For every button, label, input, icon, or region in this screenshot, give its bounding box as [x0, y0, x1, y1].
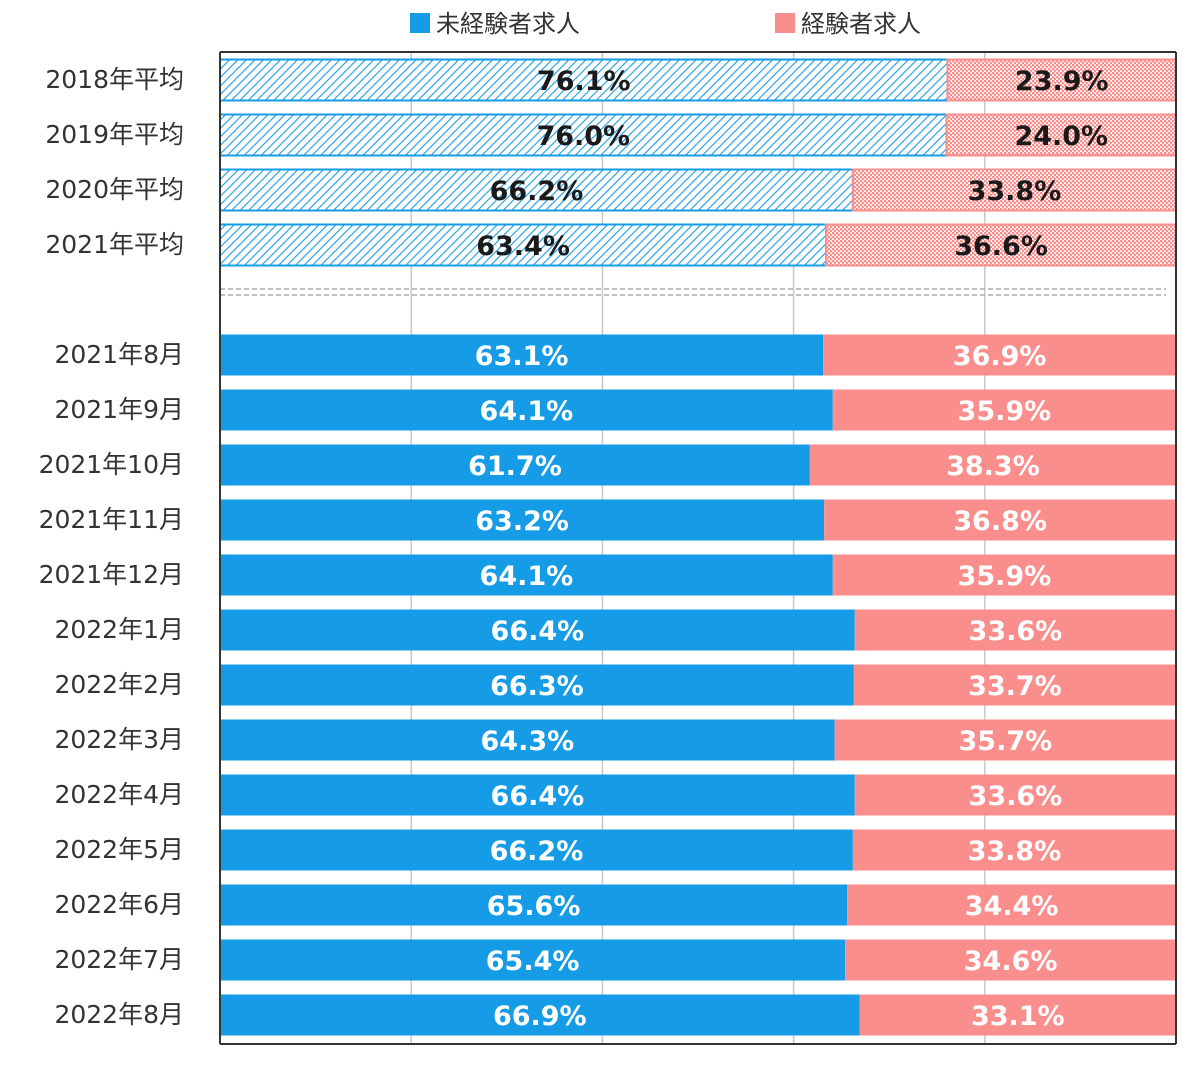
- bar-unexperienced: [220, 719, 835, 761]
- data-label: 36.6%: [954, 231, 1048, 262]
- category-label: 2022年1月: [54, 615, 184, 644]
- bars: 76.1% 23.9% 76.0% 24.0% 66.2% 33.8% 63.4% 36.6%…: [219, 58, 1177, 1036]
- data-label: 36.8%: [953, 506, 1047, 537]
- bar-unexperienced: [220, 939, 846, 981]
- bar-experienced: [847, 884, 1176, 926]
- legend-label-0: 未経験者求人: [436, 10, 580, 38]
- bar-experienced: [852, 829, 1176, 871]
- legend: 未経験者求人 経験者求人: [410, 10, 921, 38]
- data-label: 76.0%: [536, 121, 630, 152]
- category-label: 2021年8月: [54, 340, 184, 369]
- data-label: 65.6%: [487, 891, 581, 922]
- bar-experienced: [823, 334, 1176, 376]
- bar-experienced: [825, 223, 1177, 267]
- category-label: 2021年平均: [45, 230, 184, 259]
- bar-experienced: [834, 719, 1176, 761]
- data-label: 33.6%: [969, 616, 1063, 647]
- data-label: 64.1%: [480, 396, 574, 427]
- axes: [219, 51, 1177, 1045]
- data-label: 24.0%: [1014, 121, 1108, 152]
- data-label: 63.1%: [475, 341, 569, 372]
- bar-experienced: [854, 774, 1176, 816]
- bar-unexperienced: [220, 664, 854, 706]
- bar-unexperienced: [220, 884, 848, 926]
- data-label: 64.3%: [481, 726, 575, 757]
- category-label: 2021年12月: [39, 560, 184, 589]
- data-label: 66.2%: [490, 176, 584, 207]
- category-label: 2018年平均: [45, 65, 184, 94]
- bar-experienced: [946, 58, 1177, 102]
- data-label: 34.4%: [965, 891, 1059, 922]
- bar-unexperienced: [220, 609, 855, 651]
- data-label: 23.9%: [1015, 66, 1109, 97]
- data-label: 66.9%: [493, 1001, 587, 1032]
- data-label: 63.4%: [476, 231, 570, 262]
- bar-unexperienced: [220, 499, 825, 541]
- category-label: 2022年2月: [54, 670, 184, 699]
- category-label: 2022年7月: [54, 945, 184, 974]
- data-label: 33.8%: [968, 176, 1062, 207]
- data-label: 63.2%: [475, 506, 569, 537]
- bar-unexperienced: [219, 58, 949, 102]
- legend-swatch-1: [775, 13, 795, 33]
- data-label: 35.9%: [958, 396, 1052, 427]
- data-label: 38.3%: [946, 451, 1040, 482]
- category-label: 2019年平均: [45, 120, 184, 149]
- data-label: 34.6%: [964, 946, 1058, 977]
- data-label: 66.4%: [491, 781, 585, 812]
- category-label: 2022年6月: [54, 890, 184, 919]
- bar-experienced: [832, 389, 1176, 431]
- category-label: 2022年4月: [54, 780, 184, 809]
- bar-experienced: [832, 554, 1176, 596]
- data-label: 66.2%: [490, 836, 584, 867]
- category-label: 2022年3月: [54, 725, 184, 754]
- bar-experienced: [854, 609, 1176, 651]
- bar-unexperienced: [220, 554, 833, 596]
- bar-experienced: [845, 939, 1176, 981]
- data-label: 76.1%: [537, 66, 631, 97]
- bar-unexperienced: [220, 334, 824, 376]
- data-label: 36.9%: [953, 341, 1047, 372]
- data-label: 66.4%: [491, 616, 585, 647]
- data-label: 33.6%: [969, 781, 1063, 812]
- data-label: 66.3%: [490, 671, 584, 702]
- category-label: 2021年9月: [54, 395, 184, 424]
- data-label: 33.8%: [968, 836, 1062, 867]
- bar-experienced: [809, 444, 1176, 486]
- data-label: 33.7%: [968, 671, 1062, 702]
- data-label: 65.4%: [486, 946, 580, 977]
- category-label: 2022年5月: [54, 835, 184, 864]
- legend-swatch-0: [410, 13, 430, 33]
- bar-experienced: [859, 994, 1176, 1036]
- data-label: 35.7%: [959, 726, 1053, 757]
- category-label: 2022年8月: [54, 1000, 184, 1029]
- category-labels: 2018年平均 2019年平均 2020年平均 2021年平均 2021年8月 2021年…: [39, 65, 184, 1029]
- bar-unexperienced: [220, 994, 860, 1036]
- gridlines: [220, 52, 1166, 1044]
- bar-unexperienced: [220, 444, 810, 486]
- bar-experienced: [824, 499, 1176, 541]
- data-label: 35.9%: [958, 561, 1052, 592]
- category-label: 2021年11月: [39, 505, 184, 534]
- category-label: 2020年平均: [45, 175, 184, 204]
- bar-unexperienced: [220, 774, 855, 816]
- bar-unexperienced: [220, 829, 853, 871]
- bar-experienced: [853, 664, 1176, 706]
- bar-unexperienced: [220, 389, 833, 431]
- data-label: 33.1%: [971, 1001, 1065, 1032]
- legend-label-1: 経験者求人: [801, 10, 921, 38]
- data-label: 61.7%: [468, 451, 562, 482]
- data-label: 64.1%: [480, 561, 574, 592]
- category-label: 2021年10月: [39, 450, 184, 479]
